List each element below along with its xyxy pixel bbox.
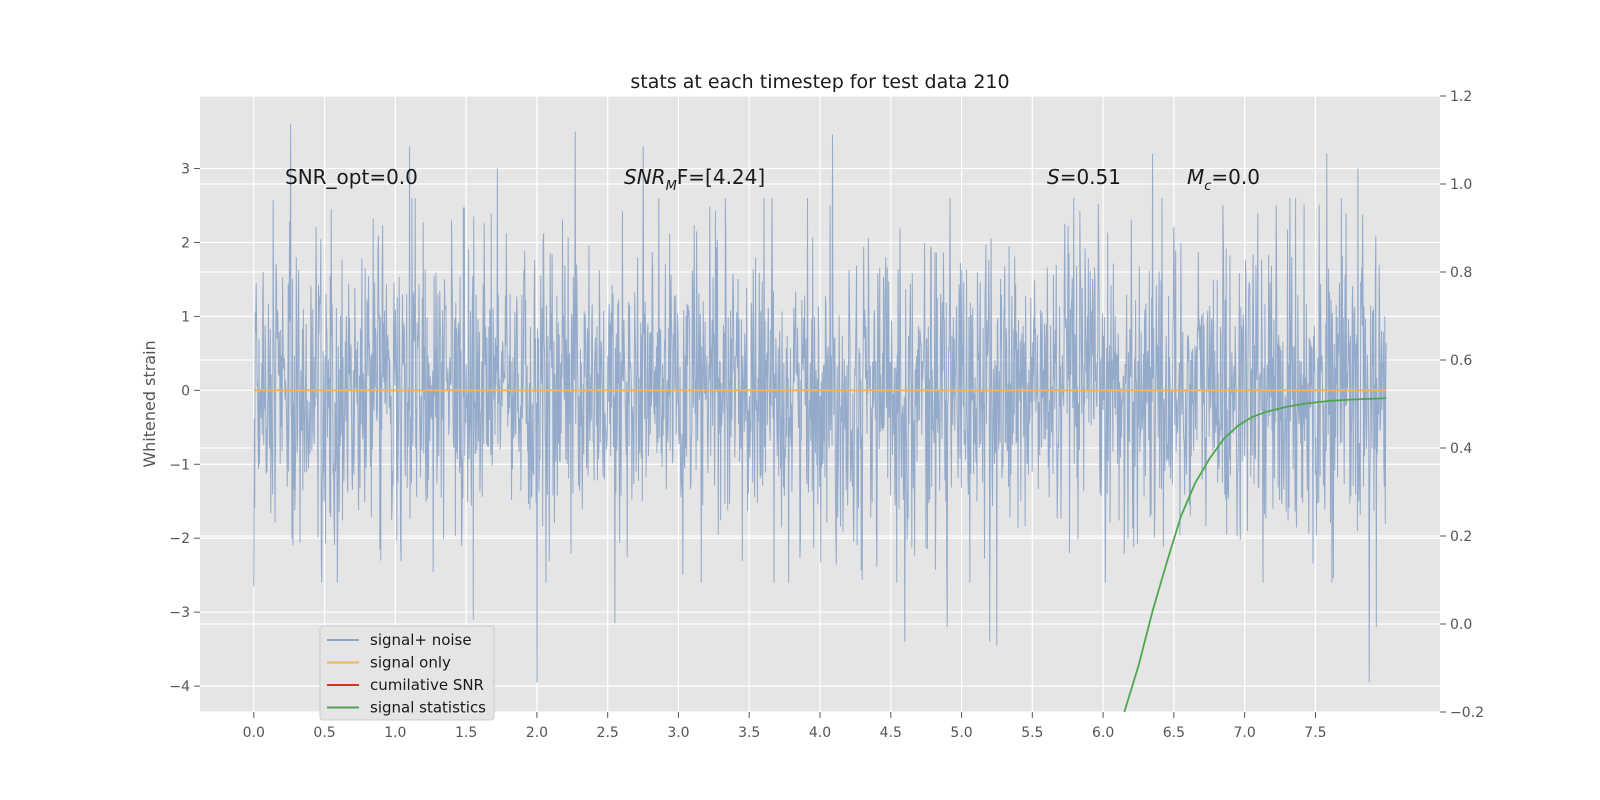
annotation-snr-mf-sub: M: [666, 179, 677, 194]
annotation-snr-mf-main: SNR: [624, 165, 666, 189]
x-tick-label: 0.0: [243, 725, 265, 741]
series-signal-plus-noise: [253, 124, 1387, 683]
legend-label: signal statistics: [370, 699, 486, 717]
x-tick-label: 7.5: [1304, 725, 1326, 741]
y-tick-label: −3: [169, 605, 190, 621]
y2-tick-label: 1.0: [1450, 177, 1472, 193]
series-line-signal-plus-noise: [253, 124, 1387, 683]
annotation-snr-mf: SNRMF=[4.24]: [624, 165, 765, 194]
annotations: SNR_opt=0.0 SNRMF=[4.24] S=0.51 Mc=0.0: [285, 165, 1260, 194]
annotation-s: S=0.51: [1047, 165, 1121, 189]
y-tick-label: −4: [169, 679, 190, 695]
y2-tick-label: 1.2: [1450, 89, 1472, 105]
x-tick-label: 0.5: [313, 725, 335, 741]
line-series-layer: [253, 389, 1387, 713]
y2-tick-label: 0.4: [1450, 441, 1472, 457]
right-y-axis: −0.2 0.0 0.2 0.4 0.6 0.8 1.0 1.2: [1440, 89, 1484, 721]
legend: signal+ noise signal only cumilative SNR si…: [319, 625, 495, 721]
legend-label: signal+ noise: [370, 631, 472, 649]
x-tick-label: 6.0: [1092, 725, 1114, 741]
x-tick-label: 1.0: [384, 725, 406, 741]
x-tick-label: 4.0: [809, 725, 831, 741]
x-tick-label: 3.5: [738, 725, 760, 741]
y-tick-label: 2: [181, 235, 190, 251]
y2-tick-label: 0.6: [1450, 353, 1472, 369]
x-tick-label: 7.0: [1234, 725, 1256, 741]
y-tick-label: 0: [181, 383, 190, 399]
x-tick-label: 2.5: [597, 725, 619, 741]
y2-tick-label: 0.0: [1450, 617, 1472, 633]
x-tick-label: 5.0: [950, 725, 972, 741]
series-line-signal-statistics: [1123, 397, 1387, 713]
y-axis-label: Whitened strain: [140, 340, 159, 467]
x-tick-label: 4.5: [880, 725, 902, 741]
x-tick-label: 6.5: [1163, 725, 1185, 741]
annotation-s-var: S: [1047, 165, 1060, 189]
annotation-mc: Mc=0.0: [1187, 165, 1260, 194]
y-tick-label: 3: [181, 161, 190, 177]
annotation-s-rest: =0.51: [1060, 165, 1121, 189]
annotation-snr-opt: SNR_opt=0.0: [285, 165, 418, 189]
annotation-mc-sub: c: [1204, 179, 1211, 194]
annotation-mc-var: M: [1187, 165, 1204, 189]
x-tick-label: 3.0: [667, 725, 689, 741]
y2-tick-label: 0.2: [1450, 529, 1472, 545]
legend-box: [319, 625, 495, 721]
legend-label: signal only: [370, 654, 451, 672]
y-tick-label: −2: [169, 531, 190, 547]
y-tick-label: −1: [169, 457, 190, 473]
y2-tick-label: −0.2: [1450, 705, 1484, 721]
y-tick-label: 1: [181, 309, 190, 325]
x-axis: 0.0 0.5 1.0 1.5 2.0 2.5 3.0 3.5 4.0 4.5 5.0 5.5 6.0 6…: [243, 712, 1327, 741]
x-tick-label: 1.5: [455, 725, 477, 741]
y2-tick-label: 0.8: [1450, 265, 1472, 281]
legend-label: cumilative SNR: [370, 676, 484, 694]
annotation-snr-mf-rest: F=[4.24]: [677, 165, 765, 189]
x-tick-label: 2.0: [526, 725, 548, 741]
annotation-mc-rest: =0.0: [1211, 165, 1260, 189]
left-y-axis: −4 −3 −2 −1 0 1 2 3: [169, 161, 200, 695]
chart-title: stats at each timestep for test data 210: [630, 71, 1009, 93]
x-tick-label: 5.5: [1021, 725, 1043, 741]
